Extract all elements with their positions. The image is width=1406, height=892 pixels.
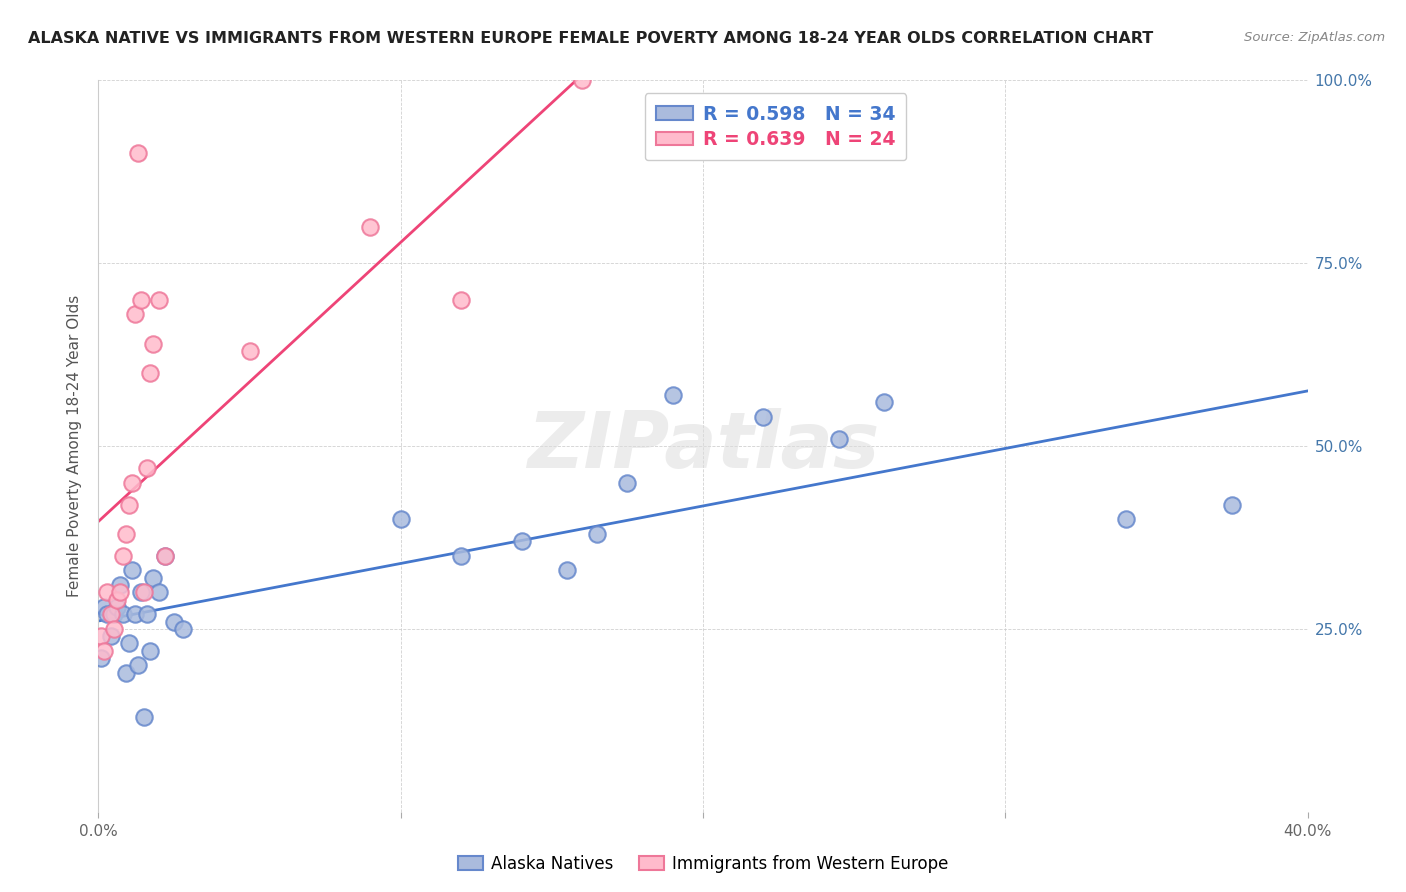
Point: [93, 644, 115, 658]
Point: [103, 607, 125, 622]
Point: [118, 498, 141, 512]
Point: [90, 651, 112, 665]
Point: [661, 388, 683, 402]
Point: [239, 343, 262, 358]
Point: [153, 549, 176, 563]
Point: [124, 307, 146, 321]
Point: [90, 629, 112, 643]
Point: [586, 526, 609, 541]
Point: [114, 526, 136, 541]
Point: [108, 585, 131, 599]
Point: [111, 549, 134, 563]
Point: [100, 629, 122, 643]
Point: [127, 658, 149, 673]
Point: [555, 563, 578, 577]
Y-axis label: Female Poverty Among 18-24 Year Olds: Female Poverty Among 18-24 Year Olds: [67, 295, 83, 597]
Point: [96, 585, 118, 599]
Point: [103, 622, 125, 636]
Point: [111, 607, 134, 622]
Point: [153, 549, 176, 563]
Point: [172, 622, 194, 636]
Point: [142, 571, 165, 585]
Point: [510, 534, 533, 549]
Point: [752, 409, 775, 424]
Point: [121, 563, 143, 577]
Point: [129, 293, 152, 307]
Point: [93, 599, 115, 614]
Point: [389, 512, 412, 526]
Point: [142, 336, 165, 351]
Point: [148, 585, 170, 599]
Point: [135, 461, 157, 475]
Point: [124, 607, 146, 622]
Point: [828, 432, 851, 446]
Point: [129, 585, 152, 599]
Text: ZIPatlas: ZIPatlas: [527, 408, 879, 484]
Text: ALASKA NATIVE VS IMMIGRANTS FROM WESTERN EUROPE FEMALE POVERTY AMONG 18-24 YEAR : ALASKA NATIVE VS IMMIGRANTS FROM WESTERN…: [28, 31, 1153, 46]
Point: [1115, 512, 1137, 526]
Point: [450, 549, 472, 563]
Legend: Alaska Natives, Immigrants from Western Europe: Alaska Natives, Immigrants from Western …: [451, 848, 955, 880]
Legend: R = 0.598   N = 34, R = 0.639   N = 24: R = 0.598 N = 34, R = 0.639 N = 24: [644, 94, 907, 161]
Point: [163, 615, 186, 629]
Point: [571, 73, 593, 87]
Point: [148, 293, 170, 307]
Point: [127, 146, 149, 161]
Point: [105, 592, 128, 607]
Point: [873, 395, 896, 409]
Point: [450, 293, 472, 307]
Point: [616, 475, 638, 490]
Point: [108, 578, 131, 592]
Point: [1220, 498, 1243, 512]
Point: [360, 219, 382, 234]
Point: [114, 665, 136, 680]
Point: [96, 607, 118, 622]
Point: [100, 607, 122, 622]
Point: [139, 366, 162, 380]
Point: [132, 585, 155, 599]
Text: Source: ZipAtlas.com: Source: ZipAtlas.com: [1244, 31, 1385, 45]
Point: [105, 599, 128, 614]
Point: [118, 636, 141, 650]
Point: [139, 644, 162, 658]
Point: [132, 709, 155, 723]
Point: [121, 475, 143, 490]
Point: [135, 607, 157, 622]
